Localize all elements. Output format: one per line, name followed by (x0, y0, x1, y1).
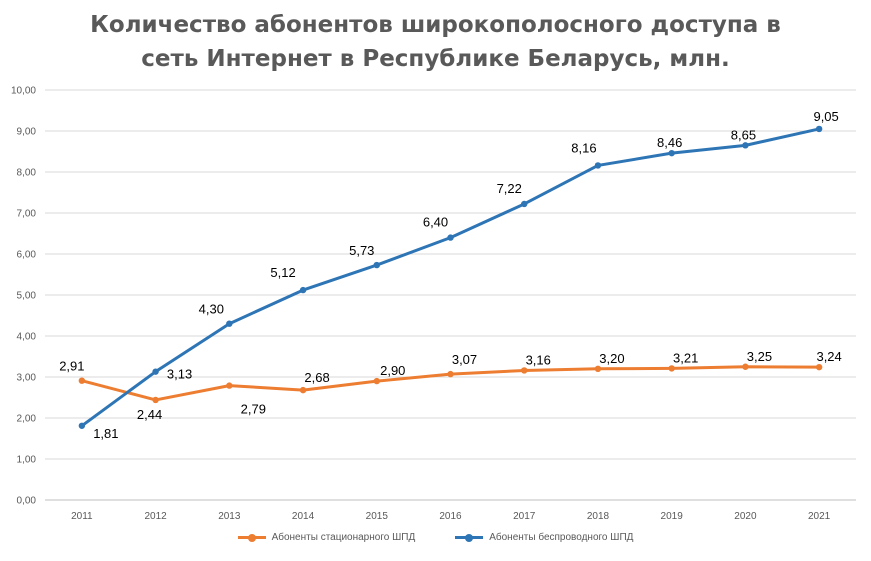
data-point-wireless (447, 234, 454, 241)
chart-title-line-1: Количество абонентов широкополосного дос… (90, 12, 781, 38)
data-point-fixed (594, 365, 602, 372)
y-tick-label: 7,00 (17, 209, 37, 220)
x-tick-label: 2013 (218, 511, 241, 522)
data-label-fixed: 2,68 (304, 370, 329, 385)
data-label-wireless: 8,65 (731, 127, 756, 142)
data-label-wireless: 3,13 (167, 367, 192, 382)
y-tick-label: 4,00 (17, 332, 37, 343)
data-point-wireless (152, 368, 159, 375)
data-point-fixed (742, 363, 749, 370)
legend-item-fixed: Абоненты стационарного ШПД (237, 532, 416, 543)
x-tick-label: 2018 (587, 511, 610, 522)
data-point-wireless (226, 320, 233, 327)
data-point-wireless (742, 142, 749, 149)
x-tick-label: 2014 (292, 511, 315, 522)
x-tick-label: 2020 (734, 511, 757, 522)
legend-item-wireless: Абоненты беспроводного ШПД (455, 532, 633, 543)
chart-title-line-2: сеть Интернет в Республике Беларусь, млн… (141, 46, 730, 72)
chart-legend: Абоненты стационарного ШПД Абоненты бесп… (0, 532, 871, 543)
data-label-fixed: 3,21 (673, 350, 698, 365)
y-tick-label: 5,00 (17, 291, 37, 302)
data-point-fixed (152, 396, 159, 404)
data-label-fixed: 3,07 (452, 352, 477, 367)
data-point-wireless (668, 149, 675, 157)
data-point-fixed (299, 386, 307, 394)
data-label-fixed: 3,25 (747, 349, 772, 364)
x-tick-label: 2011 (71, 511, 93, 522)
data-label-fixed: 2,79 (241, 402, 266, 417)
data-point-wireless (78, 422, 86, 429)
y-tick-label: 8,00 (17, 168, 37, 179)
y-tick-label: 1,00 (17, 455, 37, 466)
data-point-wireless (521, 200, 528, 208)
data-label-wireless: 5,12 (270, 265, 295, 280)
legend-label-wireless: Абоненты беспроводного ШПД (489, 532, 634, 543)
y-tick-label: 3,00 (17, 373, 37, 384)
y-tick-label: 10,00 (11, 86, 36, 97)
data-label-wireless: 9,05 (813, 109, 838, 124)
y-tick-label: 0,00 (17, 496, 37, 507)
data-label-fixed: 2,44 (137, 407, 162, 422)
data-label-wireless: 8,16 (571, 140, 596, 155)
data-label-wireless: 8,46 (657, 135, 682, 150)
data-point-fixed (815, 363, 823, 371)
y-tick-label: 9,00 (17, 127, 37, 138)
data-label-fixed: 2,91 (59, 359, 84, 374)
x-tick-label: 2021 (808, 511, 831, 522)
chart-title: Количество абонентов широкополосного дос… (0, 8, 871, 76)
data-point-wireless (594, 162, 602, 169)
data-point-fixed (78, 377, 86, 384)
y-tick-label: 2,00 (17, 414, 37, 425)
data-point-fixed (226, 382, 233, 389)
data-point-fixed (447, 370, 454, 378)
x-tick-label: 2015 (366, 511, 389, 522)
legend-swatch-wireless (455, 533, 484, 542)
data-label-fixed: 3,24 (816, 349, 841, 364)
data-point-wireless (299, 286, 307, 294)
data-label-wireless: 7,22 (497, 181, 522, 196)
y-tick-label: 6,00 (17, 250, 37, 261)
data-label-wireless: 5,73 (349, 243, 374, 258)
data-label-fixed: 3,20 (599, 351, 624, 366)
data-label-wireless: 1,81 (93, 426, 118, 441)
data-label-wireless: 6,40 (423, 215, 448, 230)
data-label-fixed: 2,90 (380, 363, 405, 378)
x-tick-label: 2017 (513, 511, 536, 522)
data-point-wireless (815, 125, 823, 133)
series-line-wireless (80, 127, 820, 427)
x-tick-label: 2019 (661, 511, 684, 522)
x-tick-label: 2016 (439, 511, 462, 522)
legend-label-fixed: Абоненты стационарного ШПД (271, 532, 416, 543)
data-point-fixed (373, 377, 380, 385)
x-tick-label: 2012 (144, 511, 167, 522)
data-point-fixed (521, 367, 528, 374)
legend-swatch-fixed (237, 533, 266, 542)
data-label-wireless: 4,30 (199, 302, 224, 317)
data-label-fixed: 3,16 (526, 352, 551, 367)
data-point-fixed (668, 365, 675, 372)
data-point-wireless (373, 261, 380, 269)
